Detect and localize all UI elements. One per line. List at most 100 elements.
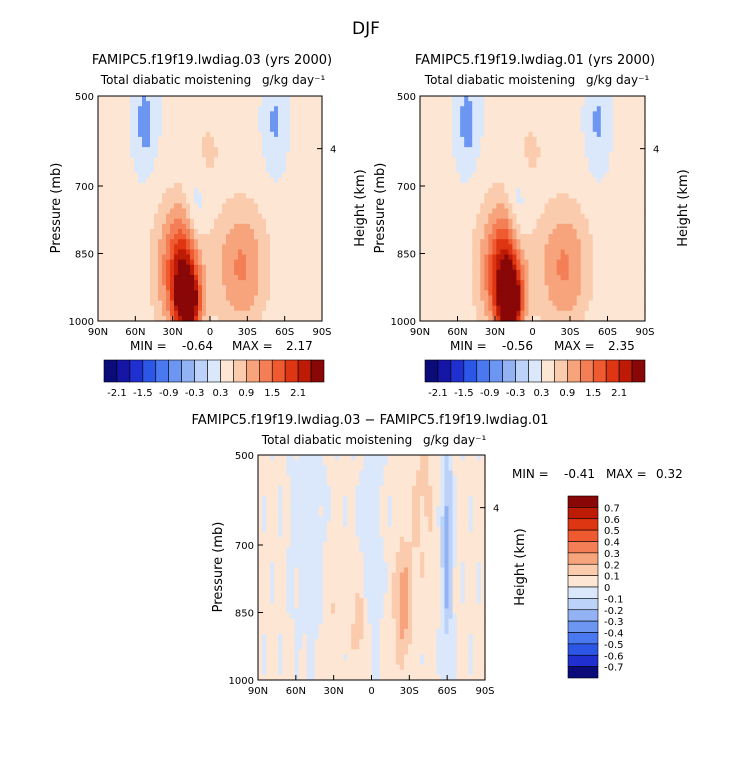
contour-cell <box>98 198 103 204</box>
contour-cell <box>278 223 283 230</box>
contour-cell <box>258 290 263 297</box>
contour-cell <box>468 274 473 281</box>
contour-cell <box>480 300 485 307</box>
contour-cell <box>544 264 550 271</box>
contour-cell <box>588 167 594 174</box>
contour-cell <box>536 198 542 204</box>
contour-cell <box>468 162 473 169</box>
contour-cell <box>536 203 542 210</box>
contour-cell <box>198 198 203 204</box>
contour-cell <box>302 116 307 123</box>
contour-cell <box>254 116 259 123</box>
contour-cell <box>134 254 139 261</box>
contour-cell <box>496 182 501 189</box>
contour-cell <box>636 228 642 235</box>
contour-cell <box>536 269 542 276</box>
contour-cell <box>464 188 469 194</box>
contour-cell <box>150 239 155 245</box>
contour-cell <box>294 182 299 189</box>
contour-cell <box>262 269 267 276</box>
contour-cell <box>572 295 578 302</box>
contour-cell <box>230 295 235 302</box>
contour-cell <box>142 142 147 148</box>
contour-cell <box>592 310 598 317</box>
contour-cell <box>170 147 175 153</box>
contour-cell <box>198 136 203 143</box>
contour-cell <box>420 152 425 158</box>
contour-cell <box>436 315 441 322</box>
contour-cell <box>258 285 263 291</box>
contour-cell <box>146 106 151 112</box>
contour-cell <box>206 172 211 179</box>
contour-cell <box>162 157 167 164</box>
contour-cell <box>496 223 501 230</box>
contour-cell <box>444 152 449 158</box>
contour-cell <box>306 300 311 307</box>
contour-cell <box>620 162 626 169</box>
contour-cell <box>456 300 461 307</box>
contour-cell <box>628 172 634 179</box>
contour-cell <box>158 147 163 153</box>
contour-cell <box>154 136 159 143</box>
contour-cell <box>154 106 159 112</box>
contour-cell <box>222 131 227 138</box>
contour-cell <box>182 264 187 271</box>
contour-cell <box>306 290 311 297</box>
contour-cell <box>548 182 554 189</box>
contour-cell <box>564 274 570 281</box>
contour-cell <box>222 198 227 204</box>
contour-cell <box>150 142 155 148</box>
contour-cell <box>468 234 473 240</box>
contour-cell <box>592 264 598 271</box>
contour-cell <box>456 111 461 118</box>
contour-cell <box>556 259 562 266</box>
contour-cell <box>110 213 115 220</box>
contour-cell <box>218 300 223 307</box>
contour-cell <box>484 280 489 286</box>
contour-cell <box>118 315 123 322</box>
contour-cell <box>162 142 167 148</box>
contour-cell <box>584 300 590 307</box>
contour-cell <box>302 239 307 245</box>
contour-cell <box>214 223 219 230</box>
contour-cell <box>286 131 291 138</box>
contour-cell <box>122 111 127 118</box>
contour-cell <box>588 208 594 215</box>
contour-cell <box>504 167 509 174</box>
contour-cell <box>508 254 514 261</box>
contour-cell <box>202 290 207 297</box>
contour-cell <box>182 228 187 235</box>
contour-cell <box>110 193 115 199</box>
contour-cell <box>468 116 473 123</box>
contour-cell <box>294 203 299 210</box>
contour-cell <box>628 136 634 143</box>
contour-cell <box>298 208 303 215</box>
contour-cell <box>528 111 534 118</box>
contour-cell <box>102 213 107 220</box>
contour-cell <box>298 249 303 256</box>
contour-cell <box>290 300 295 307</box>
contour-cell <box>318 182 323 189</box>
contour-cell <box>500 177 505 184</box>
contour-cell <box>420 274 425 281</box>
contour-cell <box>206 121 211 128</box>
contour-cell <box>286 162 291 169</box>
contour-cell <box>540 203 546 210</box>
contour-cell <box>492 254 497 261</box>
contour-cell <box>142 290 147 297</box>
contour-cell <box>460 203 465 210</box>
contour-cell <box>314 305 319 312</box>
contour-cell <box>238 228 243 235</box>
contour-cell <box>182 152 187 158</box>
contour-cell <box>444 131 449 138</box>
contour-cell <box>492 198 497 204</box>
contour-cell <box>536 264 542 271</box>
contour-cell <box>580 147 586 153</box>
contour-cell <box>226 147 231 153</box>
contour-cell <box>202 249 207 256</box>
contour-cell <box>452 218 457 225</box>
contour-cell <box>134 106 139 112</box>
contour-cell <box>492 274 497 281</box>
contour-cell <box>448 167 453 174</box>
contour-cell <box>134 136 139 143</box>
